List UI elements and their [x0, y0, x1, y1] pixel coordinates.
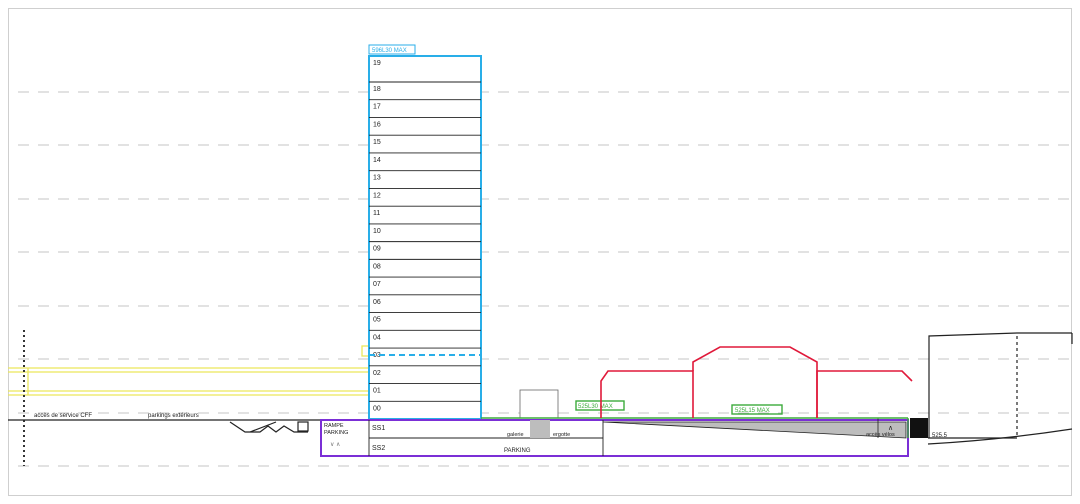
- floor-label-06: 06: [373, 299, 381, 306]
- floor-label-04: 04: [373, 334, 381, 341]
- floor-label-00: 00: [373, 405, 381, 412]
- floor-label-10: 10: [373, 228, 381, 235]
- max-left-label: 525L30 MAX: [578, 404, 613, 410]
- acces-cff-label: accès de service CFF: [34, 413, 92, 419]
- floor-label-07: 07: [373, 281, 381, 288]
- tower-outline: [368, 55, 482, 420]
- tower: 19 18 17 16 15 14 13 12 11 10 09 08 07 06 05 04 03 02 01 00…: [368, 44, 482, 420]
- floor-label-11: 11: [373, 210, 380, 217]
- floor-label-01: 01: [373, 388, 381, 395]
- basement-ss2-label: SS2: [372, 445, 385, 452]
- floor-label-19: 19: [373, 60, 381, 67]
- basement-parking: ∨ ∧ ∧: [320, 418, 928, 457]
- floor-label-05: 05: [373, 317, 381, 324]
- ground-reference-label: 525.5: [932, 433, 948, 439]
- acces-velos-label: accès vélos: [866, 432, 895, 438]
- galerie-label: galerie: [507, 432, 524, 438]
- neighbouring-buildings-red: [600, 346, 913, 418]
- rampe-parking-label: PARKING: [324, 430, 348, 436]
- floor-label-09: 09: [373, 246, 381, 253]
- floor-label-12: 12: [373, 192, 381, 199]
- svg-text:∧: ∧: [888, 425, 893, 432]
- parkings-exterieurs-label: parkings extérieurs: [148, 413, 199, 419]
- access-kiosk: [519, 389, 559, 419]
- floor-label-08: 08: [373, 263, 381, 270]
- floor-label-03: 03: [373, 352, 381, 359]
- parking-label: PARKING: [504, 448, 531, 454]
- floor-label-02: 02: [373, 370, 381, 377]
- basement-ss1-label: SS1: [372, 425, 385, 432]
- floor-label-18: 18: [373, 86, 381, 93]
- ergotte-label: ergotte: [553, 432, 570, 438]
- max-right-label: 525L15 MAX: [735, 408, 770, 414]
- rampe-label: RAMPE: [324, 423, 344, 429]
- floor-label-13: 13: [373, 175, 381, 182]
- floor-label-16: 16: [373, 121, 381, 128]
- floor-label-15: 15: [373, 139, 381, 146]
- floor-label-14: 14: [373, 157, 381, 164]
- right-building: [927, 332, 1073, 445]
- green-height-limit: [481, 400, 909, 438]
- svg-text:∨ ∧: ∨ ∧: [330, 442, 340, 448]
- tower-height-label: 596L30 MAX: [372, 48, 407, 54]
- ground-line-left: [8, 419, 322, 433]
- floor-label-17: 17: [373, 104, 381, 111]
